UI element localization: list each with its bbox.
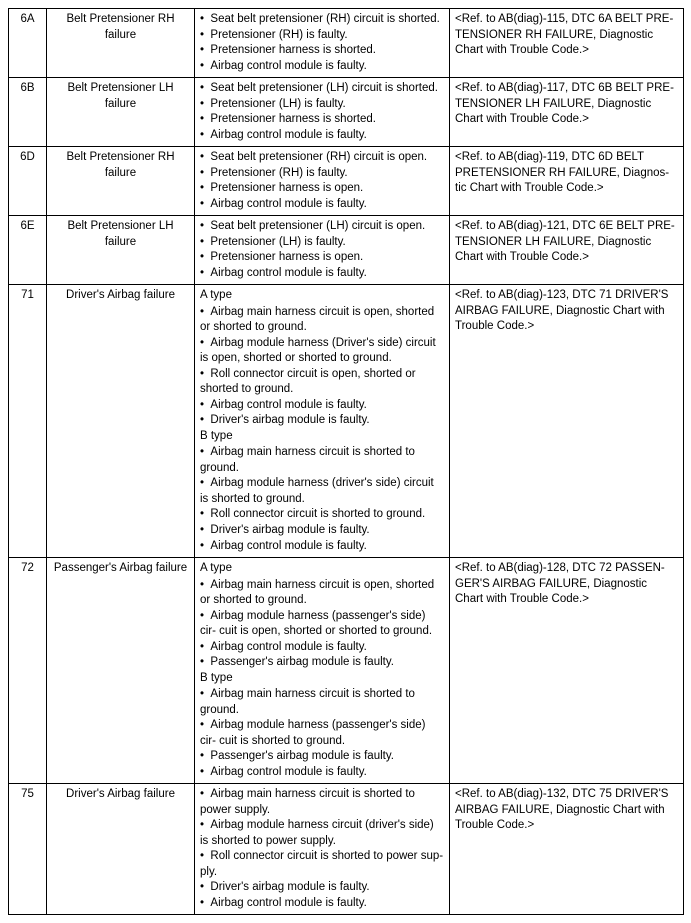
details-bullet: Passenger's airbag module is faulty. [200, 749, 444, 765]
dtc-code: 71 [9, 285, 47, 558]
details-bullet: Airbag module harness (passenger's side)… [200, 609, 444, 640]
dtc-name: Passenger's Airbag failure [47, 558, 195, 784]
details-bullet: Driver's airbag module is faulty. [200, 413, 444, 429]
details-bullet: Seat belt pretensioner (LH) circuit is s… [200, 81, 444, 97]
table-row: 72Passenger's Airbag failureA typeAirbag… [9, 558, 684, 784]
details-bullet: Airbag control module is faulty. [200, 128, 444, 144]
details-bullet: Airbag control module is faulty. [200, 640, 444, 656]
details-bullet: Driver's airbag module is faulty. [200, 880, 444, 896]
details-bullet: Pretensioner (LH) is faulty. [200, 235, 444, 251]
table-row: 6DBelt Pretensioner RH failure Seat belt … [9, 147, 684, 216]
details-bullet: Airbag main harness circuit is open, sho… [200, 305, 444, 336]
dtc-name: Belt Pretensioner RH failure [47, 9, 195, 78]
details-bullet: Airbag module harness (passenger's side)… [200, 718, 444, 749]
dtc-reference: <Ref. to AB(diag)-132, DTC 75 DRIVER'S A… [450, 784, 684, 915]
details-heading: B type [200, 671, 444, 687]
details-bullets: Airbag main harness circuit is open, sho… [200, 578, 444, 671]
details-bullet: Pretensioner (RH) is faulty. [200, 166, 444, 182]
details-bullets: Airbag main harness circuit is open, sho… [200, 305, 444, 429]
details-bullet: Seat belt pretensioner (RH) circuit is s… [200, 12, 444, 28]
details-bullet: Airbag main harness circuit is shorted t… [200, 787, 444, 818]
details-bullet: Roll connector circuit is shorted to gro… [200, 507, 444, 523]
details-bullet: Seat belt pretensioner (RH) circuit is o… [200, 150, 444, 166]
details-bullet: Roll connector circuit is open, shorted … [200, 367, 444, 398]
details-heading: B type [200, 429, 444, 445]
dtc-reference: <Ref. to AB(diag)-119, DTC 6D BELT PRETE… [450, 147, 684, 216]
details-bullet: Pretensioner (LH) is faulty. [200, 97, 444, 113]
details-bullets: Seat belt pretensioner (RH) circuit is s… [200, 12, 444, 74]
details-bullet: Airbag module harness circuit (driver's … [200, 818, 444, 849]
dtc-details: Seat belt pretensioner (RH) circuit is o… [195, 147, 450, 216]
details-bullet: Airbag main harness circuit is shorted t… [200, 687, 444, 718]
dtc-name: Belt Pretensioner LH failure [47, 216, 195, 285]
dtc-details: Seat belt pretensioner (LH) circuit is s… [195, 78, 450, 147]
dtc-code: 6B [9, 78, 47, 147]
details-bullet: Airbag control module is faulty. [200, 197, 444, 213]
details-bullets: Airbag main harness circuit is shorted t… [200, 687, 444, 780]
details-bullet: Pretensioner harness is shorted. [200, 112, 444, 128]
dtc-details: Seat belt pretensioner (RH) circuit is s… [195, 9, 450, 78]
dtc-name: Belt Pretensioner RH failure [47, 147, 195, 216]
dtc-details: Seat belt pretensioner (LH) circuit is o… [195, 216, 450, 285]
details-bullet: Passenger's airbag module is faulty. [200, 655, 444, 671]
details-bullets: Seat belt pretensioner (LH) circuit is o… [200, 219, 444, 281]
dtc-code: 75 [9, 784, 47, 915]
details-bullet: Roll connector circuit is shorted to pow… [200, 849, 444, 880]
details-bullet: Pretensioner harness is open. [200, 250, 444, 266]
details-heading: A type [200, 561, 444, 577]
details-bullet: Airbag control module is faulty. [200, 266, 444, 282]
details-bullets: Seat belt pretensioner (LH) circuit is s… [200, 81, 444, 143]
table-row: 6ABelt Pretensioner RH failure Seat belt … [9, 9, 684, 78]
details-bullet: Airbag control module is faulty. [200, 59, 444, 75]
dtc-reference: <Ref. to AB(diag)-115, DTC 6A BELT PRE- … [450, 9, 684, 78]
details-bullet: Airbag control module is faulty. [200, 765, 444, 781]
details-bullet: Airbag module harness (driver's side) ci… [200, 476, 444, 507]
dtc-code: 6E [9, 216, 47, 285]
details-bullets: Airbag main harness circuit is shorted t… [200, 787, 444, 911]
details-bullet: Airbag module harness (Driver's side) ci… [200, 336, 444, 367]
details-heading: A type [200, 288, 444, 304]
details-bullet: Airbag control module is faulty. [200, 398, 444, 414]
details-bullet: Pretensioner (RH) is faulty. [200, 28, 444, 44]
dtc-details: A typeAirbag main harness circuit is ope… [195, 558, 450, 784]
details-bullet: Airbag main harness circuit is open, sho… [200, 578, 444, 609]
dtc-table: 6ABelt Pretensioner RH failure Seat belt … [8, 8, 684, 915]
dtc-details: Airbag main harness circuit is shorted t… [195, 784, 450, 915]
dtc-name: Belt Pretensioner LH failure [47, 78, 195, 147]
details-bullet: Seat belt pretensioner (LH) circuit is o… [200, 219, 444, 235]
dtc-reference: <Ref. to AB(diag)-123, DTC 71 DRIVER'S A… [450, 285, 684, 558]
details-bullet: Airbag control module is faulty. [200, 896, 444, 912]
details-bullets: Airbag main harness circuit is shorted t… [200, 445, 444, 554]
details-bullet: Airbag control module is faulty. [200, 539, 444, 555]
dtc-code: 6A [9, 9, 47, 78]
details-bullet: Driver's airbag module is faulty. [200, 523, 444, 539]
dtc-reference: <Ref. to AB(diag)-121, DTC 6E BELT PRE- … [450, 216, 684, 285]
dtc-details: A typeAirbag main harness circuit is ope… [195, 285, 450, 558]
details-bullet: Pretensioner harness is open. [200, 181, 444, 197]
dtc-reference: <Ref. to AB(diag)-117, DTC 6B BELT PRE- … [450, 78, 684, 147]
table-row: 71Driver's Airbag failureA typeAirbag ma… [9, 285, 684, 558]
dtc-code: 72 [9, 558, 47, 784]
table-row: 6EBelt Pretensioner LH failure Seat belt … [9, 216, 684, 285]
table-row: 75Driver's Airbag failureAirbag main har… [9, 784, 684, 915]
dtc-reference: <Ref. to AB(diag)-128, DTC 72 PASSEN- GE… [450, 558, 684, 784]
dtc-name: Driver's Airbag failure [47, 285, 195, 558]
details-bullet: Airbag main harness circuit is shorted t… [200, 445, 444, 476]
dtc-name: Driver's Airbag failure [47, 784, 195, 915]
details-bullets: Seat belt pretensioner (RH) circuit is o… [200, 150, 444, 212]
table-row: 6BBelt Pretensioner LH failure Seat belt … [9, 78, 684, 147]
details-bullet: Pretensioner harness is shorted. [200, 43, 444, 59]
dtc-code: 6D [9, 147, 47, 216]
